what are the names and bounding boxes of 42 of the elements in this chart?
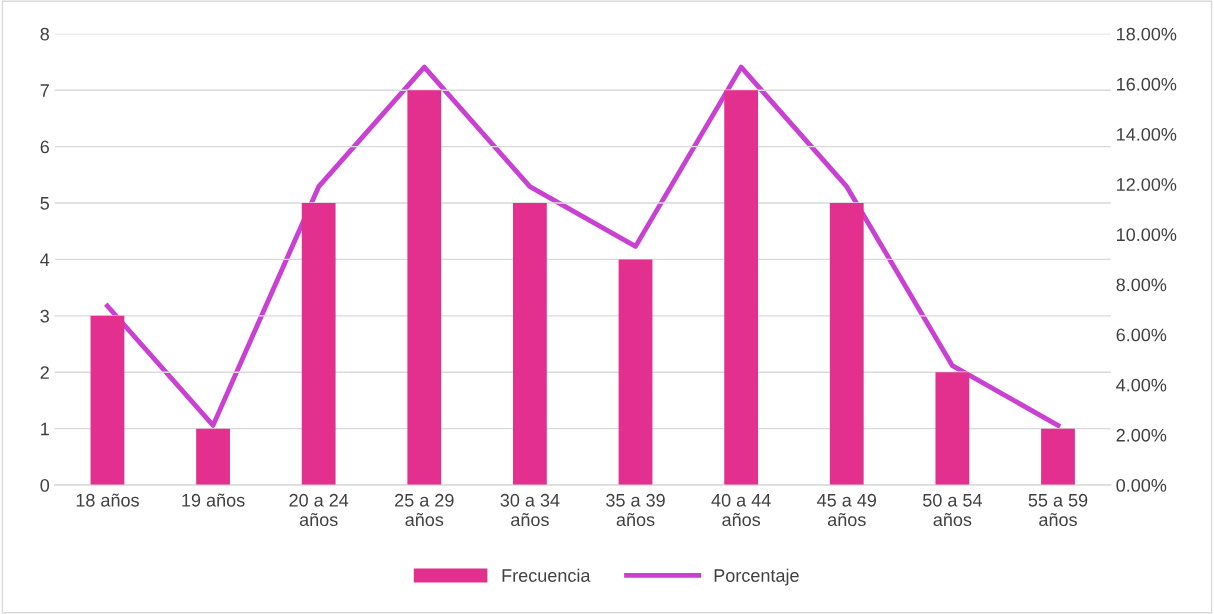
bar xyxy=(407,90,442,486)
bar xyxy=(618,259,653,486)
y2-tick-label: 2.00% xyxy=(1116,428,1167,442)
y-tick-label: 4 xyxy=(40,253,50,266)
bar xyxy=(196,428,230,486)
x-tick-label: 50 a 54 años xyxy=(922,493,982,527)
y2-tick-label: 14.00% xyxy=(1117,127,1177,141)
y2-tick-label: 6.00% xyxy=(1116,328,1167,342)
legend-label: Porcentaje xyxy=(714,568,799,586)
y-tick-label: 0 xyxy=(40,478,50,492)
x-tick-label: 45 a 49 años xyxy=(817,493,877,527)
bar xyxy=(935,372,970,486)
x-tick-label: 35 a 39 años xyxy=(606,493,665,527)
x-tick-label: 40 a 44 años xyxy=(711,493,771,527)
y-tick-label: 5 xyxy=(40,197,50,210)
y2-tick-label: 10.00% xyxy=(1117,228,1177,242)
y-tick-label: 1 xyxy=(41,422,49,436)
y2-tick-label: 4.00% xyxy=(1116,378,1167,392)
y2-tick-label: 8.00% xyxy=(1116,278,1167,292)
bar xyxy=(724,90,759,486)
bar xyxy=(513,203,547,486)
x-tick-label: 20 a 24 años xyxy=(289,493,349,527)
y-tick-label: 6 xyxy=(40,140,49,154)
x-tick-label: 55 a 59 años xyxy=(1028,493,1088,527)
y2-tick-label: 16.00% xyxy=(1117,77,1177,91)
bar xyxy=(90,315,125,486)
line-series xyxy=(105,64,1061,428)
bar xyxy=(301,203,336,486)
x-tick-label: 19 años xyxy=(182,493,245,507)
bar xyxy=(1041,428,1075,486)
y2-tick-label: 0.00% xyxy=(1116,478,1167,492)
bar xyxy=(829,203,864,486)
legend-label: Frecuencia xyxy=(502,568,591,582)
y2-tick-label: 12.00% xyxy=(1117,178,1177,191)
y-tick-label: 3 xyxy=(40,309,49,323)
x-tick-label: 18 años xyxy=(76,493,139,507)
x-tick-label: 30 a 34 años xyxy=(500,493,560,527)
y-tick-label: 2 xyxy=(40,366,49,379)
y-tick-label: 7 xyxy=(40,84,49,97)
y-tick-label: 8 xyxy=(40,27,49,41)
x-tick-label: 25 a 29 años xyxy=(395,493,454,527)
y2-tick-label: 18.00% xyxy=(1117,27,1177,41)
